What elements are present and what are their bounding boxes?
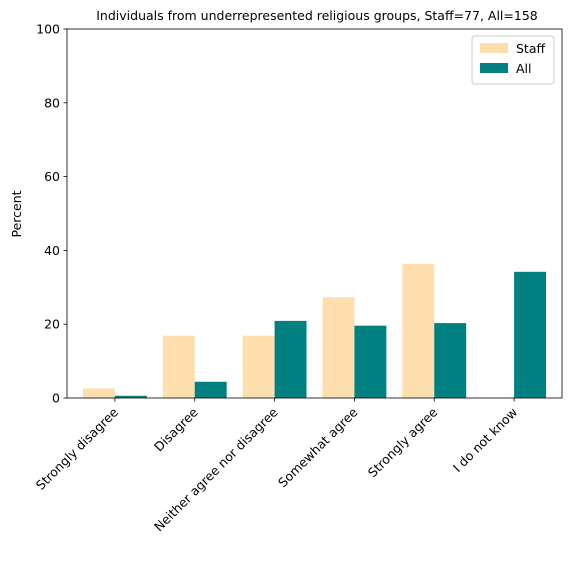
legend: Staff All [471,35,555,85]
chart-title: Individuals from underrepresented religi… [96,8,538,23]
x-tick-label-4: Strongly agree [365,404,441,480]
x-tick-label-5: I do not know [450,405,521,476]
bar-all-1 [194,381,227,398]
legend-swatch-staff [480,43,508,53]
legend-label-all: All [516,61,532,76]
plot-frame [66,28,563,399]
legend-swatch-all [480,63,508,73]
bar-all-2 [274,320,307,398]
y-tick-label-1: 20 [44,317,60,332]
bar-all-5 [514,271,547,398]
bars-group [82,263,547,398]
bar-all-3 [354,325,387,398]
bar-all-0 [114,395,147,398]
bar-staff-0 [82,388,115,398]
x-tick-label-0: Strongly disagree [33,404,121,492]
bar-all-4 [434,323,467,398]
y-tick-label-3: 60 [44,169,60,184]
x-tick-label-1: Disagree [151,404,201,454]
bar-staff-4 [402,263,435,398]
bar-staff-2 [242,335,275,398]
bar-staff-1 [162,335,195,398]
y-tick-label-5: 100 [36,22,60,37]
bar-staff-3 [322,297,355,398]
legend-label-staff: Staff [516,41,545,56]
y-tick-label-0: 0 [52,391,60,406]
x-tick-label-3: Somewhat agree [275,404,361,490]
y-tick-label-2: 40 [44,243,60,258]
y-axis-label: Percent [9,190,24,237]
y-tick-label-4: 80 [44,95,60,110]
